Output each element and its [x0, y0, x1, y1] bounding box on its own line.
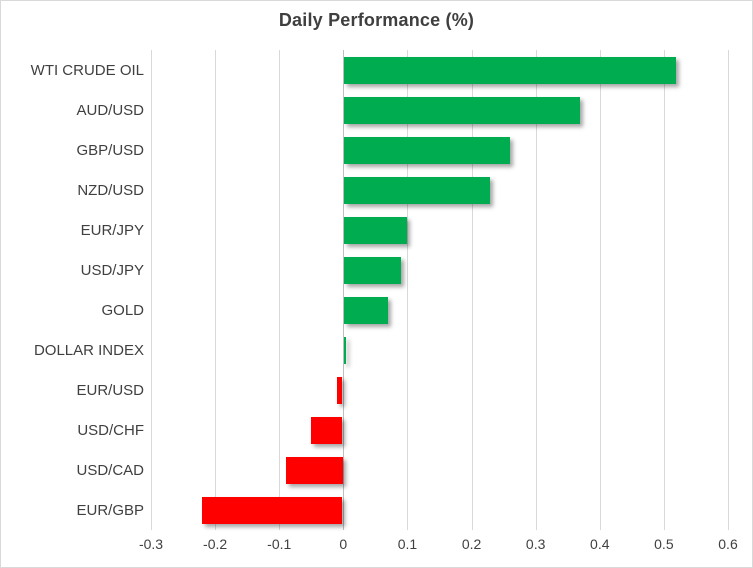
x-axis-tick-label: 0.3: [525, 536, 546, 552]
bar-gbp-usd: [344, 137, 510, 164]
bar-dollar-index: [344, 337, 346, 364]
x-axis-tick-label: 0.5: [654, 536, 674, 552]
x-axis-tick-label: 0.2: [461, 536, 482, 552]
x-axis-tick-label: -0.1: [267, 536, 292, 552]
zero-axis-line: [343, 50, 344, 530]
category-label: GBP/USD: [76, 141, 144, 159]
gridline: [664, 50, 665, 530]
x-axis-tick-label: -0.3: [138, 536, 164, 552]
category-label: EUR/USD: [76, 381, 144, 399]
gridline: [215, 50, 216, 530]
bar-nzd-usd: [344, 177, 490, 204]
bar-wti-crude-oil: [344, 57, 676, 84]
bar-usd-jpy: [344, 257, 401, 284]
gridline: [151, 50, 152, 530]
chart-title: Daily Performance (%): [278, 10, 475, 30]
bar-usd-cad: [286, 457, 343, 484]
category-label: EUR/JPY: [80, 221, 144, 239]
bar-eur-gbp: [202, 497, 342, 524]
gridline: [600, 50, 601, 530]
gridline: [472, 50, 473, 530]
gridline: [279, 50, 280, 530]
category-label: DOLLAR INDEX: [33, 341, 144, 359]
x-axis-tick-label: 0: [339, 536, 348, 552]
category-label: EUR/GBP: [76, 501, 144, 519]
x-axis-tick-label: 0.1: [397, 536, 418, 552]
category-label: NZD/USD: [77, 181, 144, 199]
x-axis-tick-label: 0.4: [590, 536, 610, 552]
gridline: [407, 50, 408, 530]
bar-usd-chf: [311, 417, 342, 444]
x-axis-tick-label: 0.6: [718, 536, 738, 552]
bar-eur-usd: [337, 377, 342, 404]
gridline: [728, 50, 729, 530]
gridline: [536, 50, 537, 530]
category-label: USD/JPY: [80, 261, 144, 279]
bar-gold: [344, 297, 388, 324]
category-label: WTI CRUDE OIL: [30, 61, 144, 79]
category-label: USD/CHF: [77, 421, 144, 439]
bar-eur-jpy: [344, 217, 407, 244]
bar-aud-usd: [344, 97, 580, 124]
x-axis-tick-label: -0.2: [203, 536, 228, 552]
category-label: AUD/USD: [76, 101, 144, 119]
category-label: USD/CAD: [76, 461, 144, 479]
category-label: GOLD: [101, 301, 144, 319]
